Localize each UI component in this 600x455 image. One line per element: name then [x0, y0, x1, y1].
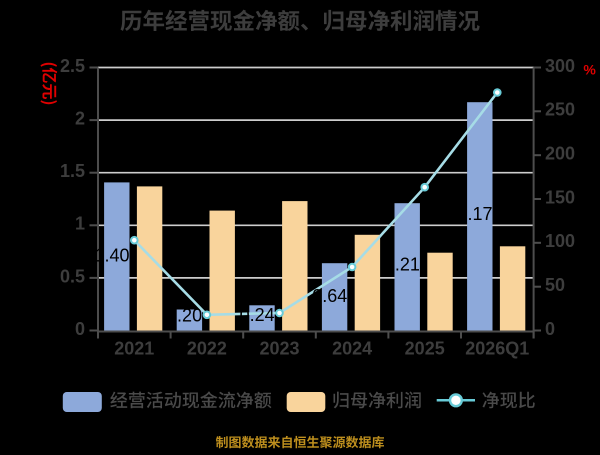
svg-text:50: 50	[545, 275, 565, 295]
svg-text:100: 100	[545, 231, 575, 251]
svg-text:0: 0	[545, 319, 555, 339]
svg-text:200: 200	[545, 144, 575, 164]
svg-text:1.21: 1.21	[385, 255, 420, 275]
svg-text:0: 0	[75, 319, 85, 339]
svg-text:2022: 2022	[187, 338, 227, 358]
svg-text:2.17: 2.17	[457, 204, 492, 224]
svg-text:0.5: 0.5	[60, 266, 85, 286]
svg-text:2: 2	[75, 109, 85, 129]
svg-text:2026Q1: 2026Q1	[465, 338, 529, 358]
svg-text:150: 150	[545, 187, 575, 207]
svg-text:1: 1	[75, 214, 85, 234]
svg-text:0.20: 0.20	[167, 305, 202, 325]
svg-text:1.5: 1.5	[60, 161, 85, 181]
svg-text:%: %	[583, 61, 596, 77]
svg-text:250: 250	[545, 100, 575, 120]
svg-text:1.40: 1.40	[94, 246, 129, 266]
svg-text:0.64: 0.64	[312, 286, 347, 306]
svg-text:0.24: 0.24	[240, 305, 275, 325]
svg-text:2025: 2025	[405, 338, 445, 358]
svg-text:2023: 2023	[259, 338, 299, 358]
svg-text:2024: 2024	[332, 338, 372, 358]
svg-text:300: 300	[545, 56, 575, 76]
svg-text:2021: 2021	[114, 338, 154, 358]
svg-text:2.5: 2.5	[60, 56, 85, 76]
